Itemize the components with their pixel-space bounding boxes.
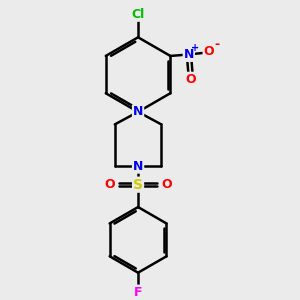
- Text: F: F: [134, 286, 142, 298]
- Text: O: O: [161, 178, 172, 191]
- Text: O: O: [104, 178, 115, 191]
- Text: +: +: [191, 43, 200, 53]
- Text: N: N: [133, 160, 143, 173]
- Text: N: N: [184, 48, 194, 61]
- Text: -: -: [214, 38, 220, 51]
- Text: O: O: [203, 45, 214, 58]
- Text: O: O: [185, 73, 196, 86]
- Text: Cl: Cl: [131, 8, 145, 21]
- Text: N: N: [133, 105, 143, 119]
- Text: S: S: [133, 178, 143, 192]
